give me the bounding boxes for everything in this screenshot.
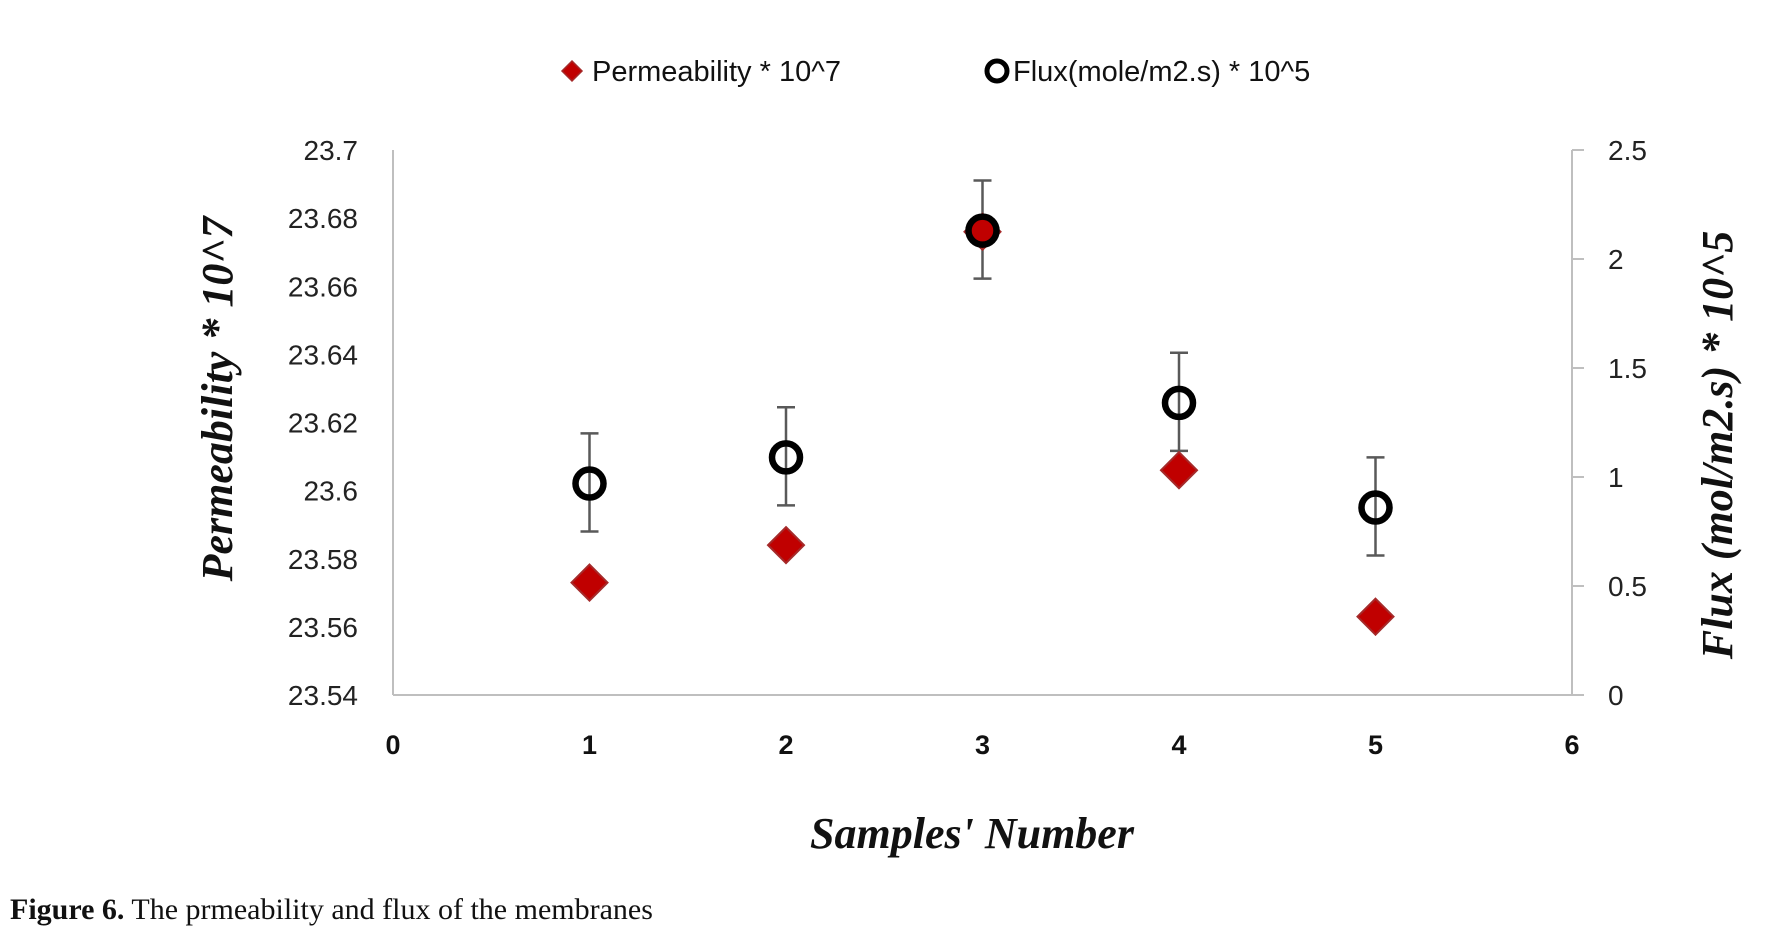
legend-label-permeability: Permeability * 10^7 — [592, 56, 841, 88]
permeability-point — [1356, 597, 1395, 637]
permeability-point — [1159, 450, 1199, 490]
x-tick-label: 1 — [582, 730, 597, 760]
legend-marker-flux — [984, 58, 1010, 84]
y-tick-label-left: 23.62 — [288, 408, 358, 439]
y-tick-label-right: 0.5 — [1608, 571, 1647, 602]
y-tick-label-right: 0 — [1608, 680, 1624, 711]
y-tick-label-left: 23.68 — [288, 203, 358, 234]
chart: Permeability * 10^7 Flux(mole/m2.s) * 10… — [193, 56, 1742, 858]
x-tick-label: 4 — [1171, 730, 1186, 760]
flux-point — [965, 213, 1000, 248]
error-bar — [580, 432, 599, 533]
flux-point — [572, 466, 607, 501]
x-tick-label: 6 — [1564, 730, 1579, 760]
error-bar — [1170, 351, 1188, 453]
x-tick-label: 5 — [1368, 730, 1383, 760]
y-tick-label-left: 23.6 — [304, 476, 359, 507]
figure-caption: Figure 6. The prmeability and flux of th… — [10, 893, 653, 927]
legend-label-flux: Flux(mole/m2.s) * 10^5 — [1013, 56, 1310, 88]
y-tick-label-right: 2 — [1608, 244, 1624, 275]
y-tick-label-left: 23.66 — [288, 271, 358, 302]
flux-point — [768, 440, 804, 475]
y-ticks-left: 23.54 23.56 23.58 23.6 23.62 23.64 23.66 23.68 2… — [288, 135, 358, 711]
y-tick-label-left: 23.54 — [288, 680, 358, 711]
y-axis-title-left: Permeability * 10^7 — [193, 215, 242, 583]
error-bar — [777, 405, 795, 507]
x-tick-label: 0 — [385, 730, 400, 760]
x-tick-label: 2 — [778, 730, 793, 760]
caption-text: The prmeability and flux of the membrane… — [124, 893, 653, 926]
caption-label: Figure 6. — [10, 893, 125, 926]
y-tick-label-left: 23.58 — [288, 544, 358, 575]
permeability-point — [570, 563, 609, 603]
y-ticks-right: 0 0.5 1 1.5 2 2.5 — [1572, 135, 1647, 711]
x-axis-title: Samples' Number — [810, 809, 1135, 858]
error-bar — [1366, 456, 1385, 557]
y-tick-label-right: 2.5 — [1608, 135, 1647, 166]
x-ticks: 0 1 2 3 4 5 6 — [385, 730, 1579, 760]
legend: Permeability * 10^7 Flux(mole/m2.s) * 10… — [560, 56, 1310, 88]
x-tick-label: 3 — [975, 730, 990, 760]
flux-error-bars — [580, 179, 1385, 557]
y-tick-label-left: 23.56 — [288, 612, 358, 643]
flux-series — [572, 213, 1393, 525]
flux-point — [1358, 490, 1393, 525]
y-tick-label-left: 23.7 — [304, 135, 359, 166]
y-tick-label-right: 1 — [1608, 462, 1624, 493]
y-axis-title-right: Flux (mol/m2.s) * 10^5 — [1693, 231, 1742, 660]
legend-marker-permeability — [560, 59, 584, 83]
y-tick-label-right: 1.5 — [1608, 353, 1647, 384]
flux-point — [1161, 385, 1197, 421]
y-tick-label-left: 23.64 — [288, 339, 358, 370]
permeability-point — [766, 525, 806, 565]
